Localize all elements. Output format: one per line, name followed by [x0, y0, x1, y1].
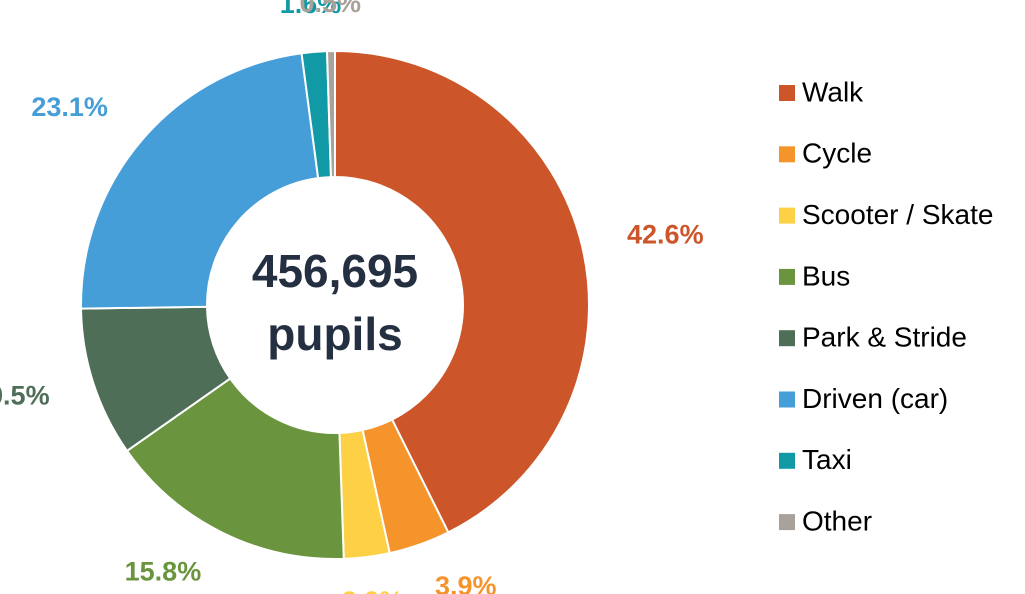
legend-label: Scooter / Skate [802, 199, 993, 230]
data-label: 0.5% [300, 0, 362, 18]
legend-swatch [779, 452, 795, 469]
legend-label: Bus [802, 260, 850, 291]
legend-swatch [779, 85, 795, 101]
data-label: 15.8% [125, 557, 202, 587]
slice [325, 49, 336, 179]
data-label: 1.6% [280, 0, 342, 19]
legend-label: Cycle [802, 138, 872, 169]
legend-swatch [779, 391, 795, 408]
slice [125, 377, 345, 560]
data-label: 23.1% [31, 92, 108, 122]
center-total: 456,695 [252, 245, 418, 297]
data-label: 3.9% [435, 571, 497, 594]
legend-label: Other [802, 505, 872, 536]
legend-swatch [779, 514, 795, 531]
data-label: 42.6% [627, 219, 704, 249]
legend-swatch [779, 146, 795, 163]
slice [334, 49, 590, 534]
legend-label: Walk [802, 76, 864, 107]
data-label: 2.9% [342, 586, 404, 594]
legend-label: Park & Stride [802, 322, 967, 353]
data-label: 9.5% [0, 380, 50, 410]
legend-swatch [779, 268, 795, 285]
legend-label: Driven (car) [802, 383, 948, 414]
legend-swatch [779, 207, 795, 224]
legend-label: Taxi [802, 444, 852, 475]
center-unit: pupils [267, 308, 402, 360]
legend-swatch [779, 330, 795, 347]
slice [80, 52, 320, 310]
